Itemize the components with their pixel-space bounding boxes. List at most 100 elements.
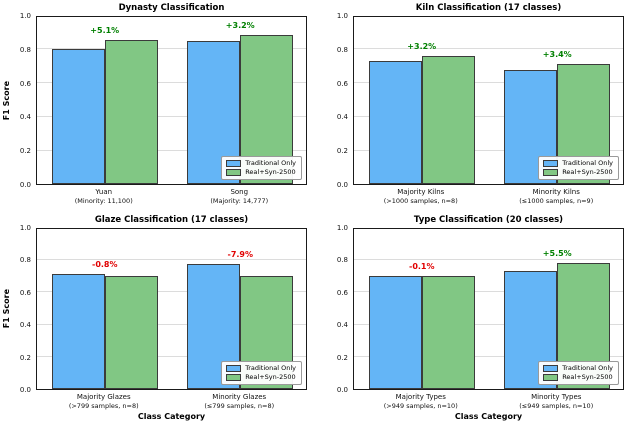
- grid-line: [354, 356, 623, 358]
- grid-line: [354, 48, 623, 50]
- y-tick-label: 0.4: [336, 321, 348, 330]
- legend-item: Traditional Only: [543, 158, 613, 167]
- category-name: Minority Types: [531, 393, 582, 401]
- y-tick-label: 0.2: [336, 353, 348, 362]
- y-tick-label: 0.6: [19, 288, 31, 297]
- subplot-glaze-classification: Glaze Classification (17 classes) F1 Sco…: [0, 212, 317, 424]
- plot-area: -0.1% +5.5% Traditional Only Real+Syn-2500: [353, 228, 624, 390]
- grid-line: [354, 115, 623, 117]
- y-tick-label: 0.6: [19, 79, 31, 88]
- category-label: Majority Types (>949 samples, n=10): [341, 393, 501, 410]
- y-tick-label: 1.0: [19, 12, 31, 20]
- category-detail: (Minority: 11,100): [74, 196, 133, 205]
- grid-line: [37, 323, 306, 325]
- category-name: Yuan: [95, 188, 113, 196]
- grid-line: [354, 323, 623, 325]
- y-tick-label: 0.6: [336, 288, 348, 297]
- delta-annotation: +5.1%: [90, 26, 120, 36]
- category-detail: (≤799 samples, n=8): [204, 401, 275, 410]
- legend-label: Real+Syn-2500: [562, 168, 613, 176]
- y-tick-label: 0.8: [19, 45, 31, 54]
- legend-swatch-real-syn-2500-icon: [226, 169, 242, 176]
- delta-annotation: -0.8%: [91, 259, 118, 269]
- y-tick-label: 0.2: [19, 353, 31, 362]
- y-axis-label: F1 Score: [2, 80, 11, 121]
- plot-area: +5.1% +3.2% Traditional Only Real+Syn-2500: [36, 16, 307, 185]
- chart-title: Glaze Classification (17 classes): [94, 215, 249, 225]
- legend-label: Traditional Only: [562, 158, 613, 167]
- delta-annotation: +3.2%: [407, 41, 437, 51]
- legend-label: Real+Syn-2500: [245, 168, 296, 176]
- chart-title: Kiln Classification (17 classes): [415, 3, 562, 13]
- legend-item: Traditional Only: [543, 364, 613, 372]
- category-detail: (≤1000 samples, n=9): [519, 196, 594, 205]
- category-label: Minority Types (≤949 samples, n=10): [476, 393, 634, 410]
- category-name: Majority Glazes: [76, 393, 131, 401]
- category-detail: (≤949 samples, n=10): [519, 401, 594, 410]
- legend-item: Real+Syn-2500: [226, 169, 296, 176]
- bar-traditional-only: [51, 273, 105, 389]
- legend-swatch-real-syn-2500-icon: [543, 169, 559, 176]
- legend-item: Real+Syn-2500: [543, 169, 613, 176]
- grid-line: [354, 258, 623, 260]
- grid-line: [354, 82, 623, 84]
- bar-real-syn-2500: [421, 275, 475, 389]
- y-tick-label: 0.2: [19, 147, 31, 156]
- y-tick-label: 0.4: [19, 321, 31, 330]
- y-tick-label: 1.0: [19, 224, 31, 232]
- delta-annotation: +3.4%: [542, 50, 572, 60]
- x-axis-label: Class Category: [137, 412, 206, 421]
- delta-annotation: +3.2%: [225, 21, 255, 31]
- y-tick-label: 0.0: [19, 181, 31, 189]
- y-tick-label: 0.0: [19, 386, 31, 394]
- legend-swatch-traditional-only-icon: [543, 159, 559, 167]
- category-detail: (>799 samples, n=8): [68, 401, 139, 410]
- subplot-kiln-classification: Kiln Classification (17 classes) +3.2% +3…: [317, 0, 634, 212]
- delta-annotation: +5.5%: [542, 249, 572, 259]
- grid-line: [37, 291, 306, 293]
- legend-swatch-real-syn-2500-icon: [226, 374, 242, 381]
- category-name: Song: [230, 188, 249, 196]
- category-label: Minority Glazes (≤799 samples, n=8): [159, 393, 319, 410]
- legend: Traditional Only Real+Syn-2500: [221, 360, 302, 385]
- y-tick-label: 0.0: [336, 386, 348, 394]
- category-name: Minority Glazes: [212, 393, 267, 401]
- legend-swatch-traditional-only-icon: [543, 364, 559, 372]
- y-tick-label: 0.8: [336, 45, 348, 54]
- grid-line: [37, 82, 306, 84]
- y-tick-label: 1.0: [336, 224, 348, 232]
- legend-label: Traditional Only: [245, 158, 296, 167]
- legend: Traditional Only Real+Syn-2500: [221, 155, 302, 180]
- y-tick-label: 0.4: [19, 113, 31, 122]
- y-axis-label: F1 Score: [2, 289, 11, 329]
- bar-real-syn-2500: [104, 40, 158, 184]
- grid-line: [354, 149, 623, 151]
- plot-area: +3.2% +3.4% Traditional Only Real+Syn-2500: [353, 16, 624, 185]
- category-label: Song (Majority: 14,777): [159, 188, 319, 205]
- subplot-dynasty-classification: Dynasty Classification F1 Score +5.1% +3.…: [0, 0, 317, 212]
- legend-label: Traditional Only: [245, 363, 296, 372]
- legend-label: Real+Syn-2500: [245, 373, 296, 381]
- legend-swatch-traditional-only-icon: [226, 364, 242, 372]
- delta-annotation: -0.1%: [408, 261, 435, 271]
- plot-area: -0.8% -7.9% Traditional Only Real+Syn-2500: [36, 228, 307, 390]
- bar-traditional-only: [51, 48, 105, 184]
- y-tick-label: 0.8: [19, 256, 31, 265]
- grid-line: [37, 258, 306, 260]
- bar-real-syn-2500: [104, 275, 158, 389]
- chart-title: Dynasty Classification: [118, 3, 225, 13]
- grid-line: [354, 291, 623, 293]
- legend-swatch-real-syn-2500-icon: [543, 374, 559, 381]
- legend-item: Real+Syn-2500: [226, 374, 296, 381]
- grid-line: [37, 48, 306, 50]
- subplot-type-classification: Type Classification (20 classes) -0.1% +5…: [317, 212, 634, 424]
- grid-line: [37, 356, 306, 358]
- category-detail: (Majority: 14,777): [210, 196, 269, 205]
- grid-line: [37, 149, 306, 151]
- legend-swatch-traditional-only-icon: [226, 159, 242, 167]
- y-tick-label: 0.0: [336, 181, 348, 189]
- legend: Traditional Only Real+Syn-2500: [538, 155, 619, 180]
- category-label: Majority Glazes (>799 samples, n=8): [24, 393, 184, 410]
- legend-item: Traditional Only: [226, 158, 296, 167]
